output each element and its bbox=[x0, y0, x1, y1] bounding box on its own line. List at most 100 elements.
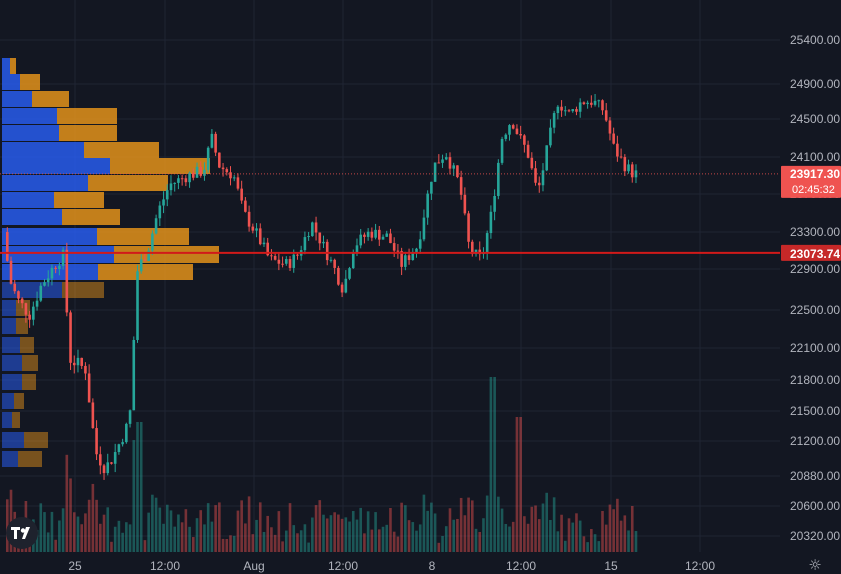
gear-icon[interactable]: ☼ bbox=[808, 556, 822, 574]
candle-body-7 bbox=[32, 306, 35, 320]
volume-bar-141 bbox=[530, 506, 534, 552]
candle-body-54 bbox=[206, 147, 210, 170]
volume-bar-40 bbox=[154, 497, 158, 552]
candle-body-64 bbox=[244, 200, 247, 212]
candle-body-58 bbox=[221, 167, 225, 170]
candle-body-160 bbox=[601, 100, 604, 111]
candle-body-73 bbox=[277, 259, 281, 264]
volume-bar-54 bbox=[206, 503, 210, 552]
volume-bar-50 bbox=[192, 537, 195, 552]
candle-body-59 bbox=[225, 169, 229, 173]
candle-body-163 bbox=[612, 133, 615, 144]
volume-bar-11 bbox=[46, 532, 50, 552]
profile-down-22 bbox=[18, 451, 42, 467]
volume-bar-94 bbox=[355, 519, 359, 552]
profile-up-13 bbox=[2, 282, 62, 298]
candle-body-6 bbox=[28, 314, 31, 320]
y-tick-label-12: 20880.00 bbox=[790, 469, 840, 483]
current-price-value: 23917.30 bbox=[790, 167, 840, 181]
price-axis[interactable]: 25400.0024900.0024500.0024100.0023700.00… bbox=[790, 33, 840, 543]
candle-body-101 bbox=[381, 236, 385, 240]
candle-body-136 bbox=[511, 125, 515, 129]
candle-body-84 bbox=[318, 232, 322, 244]
candle-body-21 bbox=[84, 365, 87, 374]
candle-body-166 bbox=[623, 157, 627, 172]
volume-bar-116 bbox=[437, 542, 441, 552]
volume-bar-99 bbox=[374, 512, 377, 552]
profile-down-12 bbox=[98, 264, 193, 280]
candle-body-142 bbox=[534, 168, 537, 183]
volume-bar-87 bbox=[329, 515, 333, 552]
candle-body-134 bbox=[504, 134, 508, 139]
volume-bar-143 bbox=[537, 519, 541, 552]
candle-body-16 bbox=[65, 249, 69, 313]
profile-down-20 bbox=[12, 412, 20, 428]
volume-bar-163 bbox=[612, 509, 615, 552]
volume-bar-148 bbox=[556, 531, 560, 552]
candle-body-27 bbox=[106, 462, 110, 474]
x-tick-label-2: Aug bbox=[243, 559, 264, 573]
volume-bar-17 bbox=[69, 478, 72, 552]
volume-profile bbox=[2, 58, 219, 467]
volume-bar-64 bbox=[244, 523, 247, 552]
volume-bar-38 bbox=[147, 512, 150, 552]
candle-body-24 bbox=[95, 428, 98, 455]
profile-up-20 bbox=[2, 412, 12, 428]
candle-body-72 bbox=[273, 255, 277, 260]
candle-body-9 bbox=[39, 285, 43, 301]
volume-bar-66 bbox=[251, 534, 255, 552]
volume-bar-25 bbox=[99, 523, 102, 552]
time-axis[interactable]: 25 12:00 Aug 12:00 8 12:00 15 12:00 bbox=[68, 559, 715, 573]
candle-body-29 bbox=[113, 452, 117, 464]
candle-body-77 bbox=[292, 254, 296, 268]
candle-body-95 bbox=[359, 234, 362, 246]
volume-bar-16 bbox=[65, 454, 69, 552]
tradingview-logo-icon[interactable] bbox=[6, 517, 38, 549]
volume-bar-53 bbox=[203, 524, 206, 552]
x-tick-label-7: 12:00 bbox=[685, 559, 715, 573]
x-tick-label-6: 15 bbox=[604, 559, 618, 573]
candle-body-23 bbox=[91, 402, 95, 429]
volume-bar-126 bbox=[474, 528, 478, 552]
candle-body-47 bbox=[180, 178, 184, 180]
volume-bar-78 bbox=[296, 533, 299, 552]
candle-body-86 bbox=[325, 241, 329, 261]
candle-body-169 bbox=[634, 170, 638, 178]
volume-bar-102 bbox=[385, 524, 389, 552]
volume-bar-142 bbox=[534, 505, 537, 552]
candle-body-158 bbox=[593, 100, 597, 105]
volume-bar-81 bbox=[307, 542, 310, 552]
candle-body-36 bbox=[139, 259, 143, 272]
candle-body-150 bbox=[564, 110, 567, 112]
candle-body-135 bbox=[508, 125, 511, 135]
candle-body-1 bbox=[9, 260, 13, 284]
candle-body-20 bbox=[80, 357, 83, 366]
volume-bar-97 bbox=[366, 511, 370, 552]
candle-body-67 bbox=[255, 228, 258, 231]
profile-up-18 bbox=[2, 374, 22, 390]
candle-body-10 bbox=[43, 282, 46, 286]
candle-body-87 bbox=[329, 259, 333, 261]
candle-body-124 bbox=[467, 213, 470, 242]
profile-up-6 bbox=[2, 158, 110, 174]
volume-bar-84 bbox=[318, 500, 322, 552]
volume-bar-47 bbox=[180, 522, 184, 552]
price-levels bbox=[0, 173, 780, 254]
volume-bar-79 bbox=[299, 530, 303, 552]
volume-bar-106 bbox=[400, 502, 403, 552]
candle-body-45 bbox=[173, 182, 176, 184]
y-tick-label-14: 20320.00 bbox=[790, 529, 840, 543]
volume-bar-159 bbox=[597, 541, 601, 552]
volume-bar-108 bbox=[407, 520, 411, 552]
candle-body-28 bbox=[110, 462, 113, 464]
candle-body-48 bbox=[184, 178, 188, 183]
candle-body-127 bbox=[478, 249, 482, 255]
volume-bar-51 bbox=[195, 518, 199, 552]
profile-down-13 bbox=[62, 282, 104, 298]
volume-bar-86 bbox=[325, 518, 329, 552]
volume-bar-56 bbox=[214, 505, 217, 552]
y-tick-label-11: 21200.00 bbox=[790, 434, 840, 448]
volume-bar-123 bbox=[463, 515, 467, 552]
candle-body-162 bbox=[608, 120, 612, 134]
